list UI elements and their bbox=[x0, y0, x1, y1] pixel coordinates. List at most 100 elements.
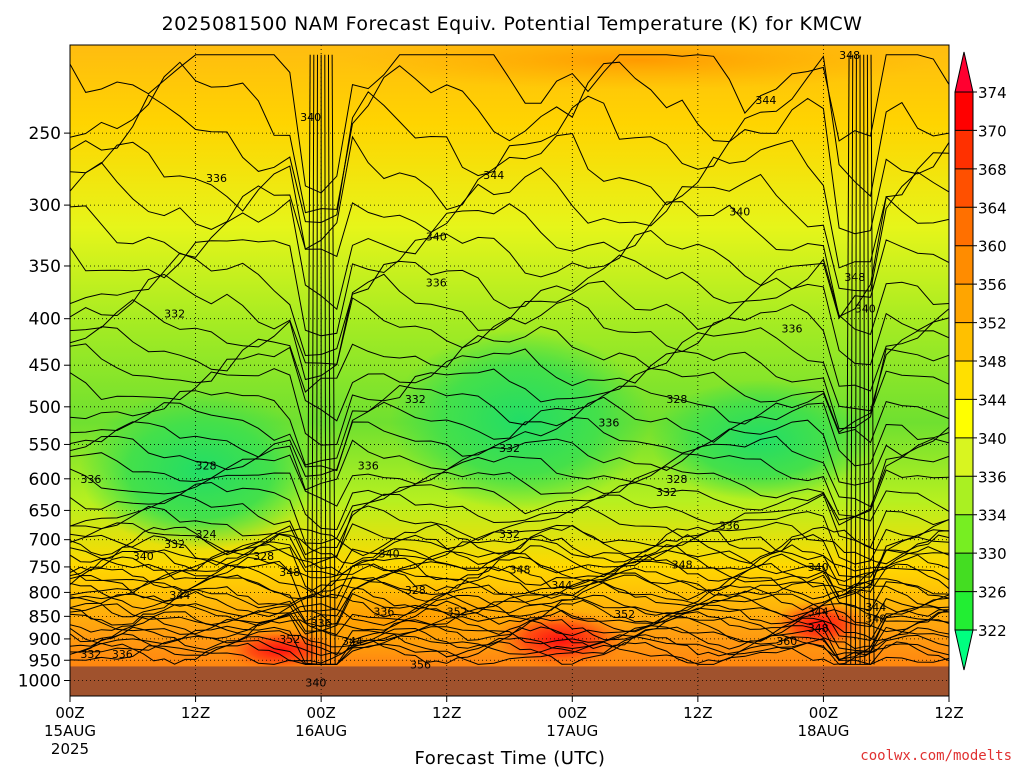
contour-line bbox=[70, 343, 949, 430]
contour-label: 344 bbox=[169, 589, 190, 602]
contour-label: 348 bbox=[808, 622, 829, 635]
contour-line bbox=[863, 54, 866, 665]
contour-line bbox=[70, 613, 949, 660]
contour-line bbox=[70, 505, 949, 565]
colorbar-tick-label: 326 bbox=[978, 584, 1007, 602]
x-axis-label: Forecast Time (UTC) bbox=[415, 748, 606, 768]
contour-line bbox=[845, 54, 850, 665]
x-tick-date: 15AUG bbox=[44, 722, 96, 740]
ground-fill bbox=[70, 666, 949, 696]
contour-label: 348 bbox=[509, 564, 530, 577]
contour-label: 348 bbox=[865, 613, 886, 626]
contour-label: 352 bbox=[279, 633, 300, 646]
colorbar-tick-label: 340 bbox=[978, 430, 1007, 448]
contour-label: 336 bbox=[426, 277, 447, 290]
contour-line bbox=[70, 533, 949, 566]
colorbar-segment bbox=[955, 514, 973, 554]
colorbar-min-arrow bbox=[954, 629, 974, 671]
colorbar-segment bbox=[955, 92, 973, 131]
contour-line bbox=[70, 466, 949, 531]
contour-label: 332 bbox=[499, 528, 520, 541]
contour-label: 340 bbox=[379, 548, 400, 561]
colorbar-max-arrow bbox=[954, 51, 974, 93]
contour-label: 344 bbox=[755, 94, 776, 107]
contour-label: 328 bbox=[405, 584, 426, 597]
contour-line bbox=[70, 641, 949, 665]
contour-label: 332 bbox=[164, 308, 185, 321]
contour-label: 344 bbox=[342, 635, 363, 648]
contour-label: 332 bbox=[80, 648, 101, 661]
contour-label: 348 bbox=[279, 566, 300, 579]
y-tick-label: 750 bbox=[29, 558, 61, 578]
x-tick-label: 00Z bbox=[809, 704, 838, 722]
contour-label: 332 bbox=[499, 442, 520, 455]
contour-line bbox=[70, 54, 949, 194]
contour-line bbox=[311, 54, 315, 665]
y-tick-label: 600 bbox=[29, 470, 61, 490]
plot-frame bbox=[69, 44, 950, 697]
contour-label: 344 bbox=[808, 606, 829, 619]
plot-area: 3403403363323283363243323283403483443523… bbox=[70, 45, 949, 696]
contour-line bbox=[70, 91, 949, 235]
contour-label: 340 bbox=[729, 206, 750, 219]
chart-title: 2025081500 NAM Forecast Equiv. Potential… bbox=[162, 13, 863, 35]
contour-label: 360 bbox=[776, 635, 797, 648]
colorbar-segment bbox=[955, 591, 973, 630]
y-tick-label: 350 bbox=[29, 257, 61, 277]
contour-lines bbox=[70, 54, 949, 665]
contour-line bbox=[70, 435, 949, 508]
colorbar: 322 326 330 334 336 340 344 348 352 356 360 364 368 3… bbox=[954, 51, 1007, 671]
contour-line bbox=[70, 523, 949, 557]
colorbar-segment bbox=[955, 322, 973, 361]
colorbar-tick-label: 356 bbox=[978, 276, 1007, 294]
colorbar-tick-label: 336 bbox=[978, 468, 1007, 486]
contour-line bbox=[70, 616, 949, 643]
contour-line bbox=[70, 633, 949, 658]
contour-label: 332 bbox=[164, 538, 185, 551]
x-tick-date: 18AUG bbox=[797, 722, 849, 740]
contour-label: 344 bbox=[865, 601, 886, 614]
contour-label: 348 bbox=[844, 271, 865, 284]
x-tick-label: 12Z bbox=[432, 704, 461, 722]
contour-line bbox=[70, 590, 949, 618]
contour-line bbox=[70, 273, 949, 366]
contour-label: 344 bbox=[483, 169, 504, 182]
contour-line bbox=[70, 581, 949, 611]
y-tick-label: 300 bbox=[29, 196, 61, 216]
colorbar-tick-label: 334 bbox=[978, 507, 1007, 525]
contour-line bbox=[70, 132, 949, 269]
contour-label: 332 bbox=[405, 393, 426, 406]
contour-line bbox=[866, 54, 870, 665]
contour-line bbox=[70, 367, 949, 446]
contour-label: 336 bbox=[782, 322, 803, 335]
y-tick-label: 950 bbox=[29, 651, 61, 671]
contour-line bbox=[315, 54, 318, 665]
contour-line bbox=[70, 252, 949, 357]
x-tick-date: 16AUG bbox=[295, 722, 347, 740]
contour-label: 324 bbox=[196, 528, 217, 541]
contour-line bbox=[70, 591, 949, 642]
contour-label: 344 bbox=[551, 579, 572, 592]
contour-line bbox=[70, 416, 949, 486]
x-tick-label: 00Z bbox=[558, 704, 587, 722]
contour-line bbox=[70, 553, 949, 582]
contour-line bbox=[70, 625, 949, 651]
colorbar-tick-label: 370 bbox=[978, 122, 1007, 140]
colorbar-tick-label: 344 bbox=[978, 391, 1007, 409]
contour-line bbox=[324, 54, 327, 665]
colorbar-tick-label: 368 bbox=[978, 161, 1007, 179]
colorbar-segment bbox=[955, 168, 973, 208]
contour-label: 336 bbox=[206, 172, 227, 185]
contour-line bbox=[70, 325, 949, 412]
contour-label: 328 bbox=[196, 459, 217, 472]
contour-line bbox=[70, 521, 949, 578]
contour-label: 328 bbox=[666, 473, 687, 486]
contour-line bbox=[70, 543, 949, 575]
contour-line bbox=[70, 603, 949, 652]
x-tick-label: 12Z bbox=[181, 704, 210, 722]
contour-line bbox=[70, 161, 949, 292]
y-tick-label: 500 bbox=[29, 398, 61, 418]
contour-line bbox=[70, 579, 949, 628]
